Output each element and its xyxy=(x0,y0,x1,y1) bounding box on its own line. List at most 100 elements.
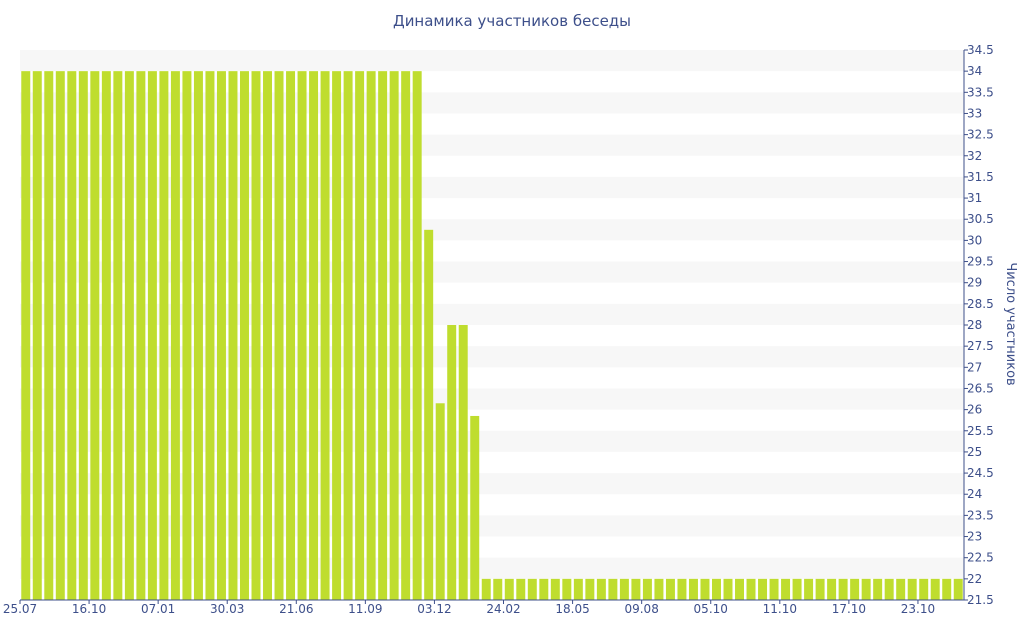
x-tick-label: 07.01 xyxy=(141,602,175,616)
bar xyxy=(182,71,192,600)
x-tick-label: 23.10 xyxy=(901,602,935,616)
y-tick-label: 27 xyxy=(967,360,982,374)
bar xyxy=(758,578,768,600)
y-tick-label: 24 xyxy=(967,487,982,501)
bar-series xyxy=(21,71,963,600)
bar xyxy=(700,578,710,600)
x-tick-label: 05.10 xyxy=(694,602,728,616)
bar xyxy=(919,578,929,600)
bar xyxy=(159,71,169,600)
bar xyxy=(884,578,894,600)
x-tick-label: 17.10 xyxy=(832,602,866,616)
y-tick-label: 21.5 xyxy=(967,593,994,607)
bar xyxy=(90,71,100,600)
bar xyxy=(286,71,296,600)
bar xyxy=(631,578,641,600)
bar xyxy=(804,578,814,600)
x-tick-label: 11.09 xyxy=(348,602,382,616)
bar xyxy=(343,71,353,600)
bar xyxy=(67,71,77,600)
y-tick-label: 23.5 xyxy=(967,508,994,522)
bar xyxy=(608,578,618,600)
y-tick-label: 28 xyxy=(967,318,982,332)
axis-ticks xyxy=(19,49,968,604)
bar xyxy=(447,325,457,600)
y-axis-label: Число участников xyxy=(1003,262,1018,385)
x-axis-tick-labels: 25.07 16.10 07.01 30.03 21.06 11.09 03.12 24.02… xyxy=(3,602,935,616)
y-tick-label: 28.5 xyxy=(967,297,994,311)
bar xyxy=(78,71,88,600)
bar xyxy=(585,578,595,600)
y-tick-label: 25.5 xyxy=(967,424,994,438)
x-tick-label: 03.12 xyxy=(417,602,451,616)
bar xyxy=(44,71,54,600)
bar xyxy=(573,578,583,600)
bar xyxy=(896,578,906,600)
bar xyxy=(389,71,399,600)
bar xyxy=(907,578,917,600)
bar xyxy=(642,578,652,600)
bar xyxy=(32,71,42,600)
chart-title: Динамика участников беседы xyxy=(392,12,632,30)
y-tick-label: 34.5 xyxy=(967,43,994,57)
bar xyxy=(332,71,342,600)
y-tick-label: 26.5 xyxy=(967,381,994,395)
y-tick-label: 34 xyxy=(967,64,982,78)
bar xyxy=(320,71,330,600)
bar xyxy=(516,578,526,600)
bar xyxy=(274,71,284,600)
bar xyxy=(136,71,146,600)
bar xyxy=(781,578,791,600)
bar xyxy=(562,578,572,600)
grid-band xyxy=(20,50,964,72)
bar xyxy=(539,578,549,600)
y-tick-label: 31 xyxy=(967,191,982,205)
bar xyxy=(654,578,664,600)
x-tick-label: 18.05 xyxy=(555,602,589,616)
bar xyxy=(124,71,134,600)
y-tick-label: 32.5 xyxy=(967,128,994,142)
x-tick-label: 09.08 xyxy=(624,602,658,616)
bar xyxy=(424,229,434,600)
bar xyxy=(147,71,157,600)
y-tick-label: 26 xyxy=(967,403,982,417)
y-tick-label: 23 xyxy=(967,530,982,544)
y-tick-label: 30 xyxy=(967,233,982,247)
bar xyxy=(481,578,491,600)
bar xyxy=(113,71,123,600)
x-tick-label: 11.10 xyxy=(763,602,797,616)
bar xyxy=(355,71,365,600)
bar xyxy=(458,325,468,600)
x-tick-label: 30.03 xyxy=(210,602,244,616)
y-axis-tick-labels: 21.5 22 22.5 23 23.5 24 24.5 25 25.5 26 26.5 27 27.5… xyxy=(967,43,994,607)
bar xyxy=(850,578,860,600)
bar xyxy=(712,578,721,600)
y-tick-label: 22 xyxy=(967,572,982,586)
y-tick-label: 33 xyxy=(967,106,982,120)
bar xyxy=(723,578,733,600)
y-tick-label: 29.5 xyxy=(967,255,994,269)
y-tick-label: 32 xyxy=(967,149,982,163)
y-tick-label: 27.5 xyxy=(967,339,994,353)
bar xyxy=(378,71,388,600)
bar xyxy=(435,403,445,600)
bar xyxy=(942,578,952,600)
bar xyxy=(873,578,883,600)
bar xyxy=(470,415,480,600)
bar xyxy=(665,578,675,600)
bar xyxy=(216,71,226,600)
bar xyxy=(827,578,837,600)
bar xyxy=(838,578,848,600)
x-tick-label: 16.10 xyxy=(72,602,106,616)
bar xyxy=(251,71,261,600)
bar xyxy=(228,71,238,600)
bar xyxy=(688,578,698,600)
bar xyxy=(309,71,319,600)
bar xyxy=(596,578,606,600)
y-tick-label: 24.5 xyxy=(967,466,994,480)
bar xyxy=(735,578,744,600)
bar xyxy=(792,578,802,600)
bar xyxy=(193,71,203,600)
